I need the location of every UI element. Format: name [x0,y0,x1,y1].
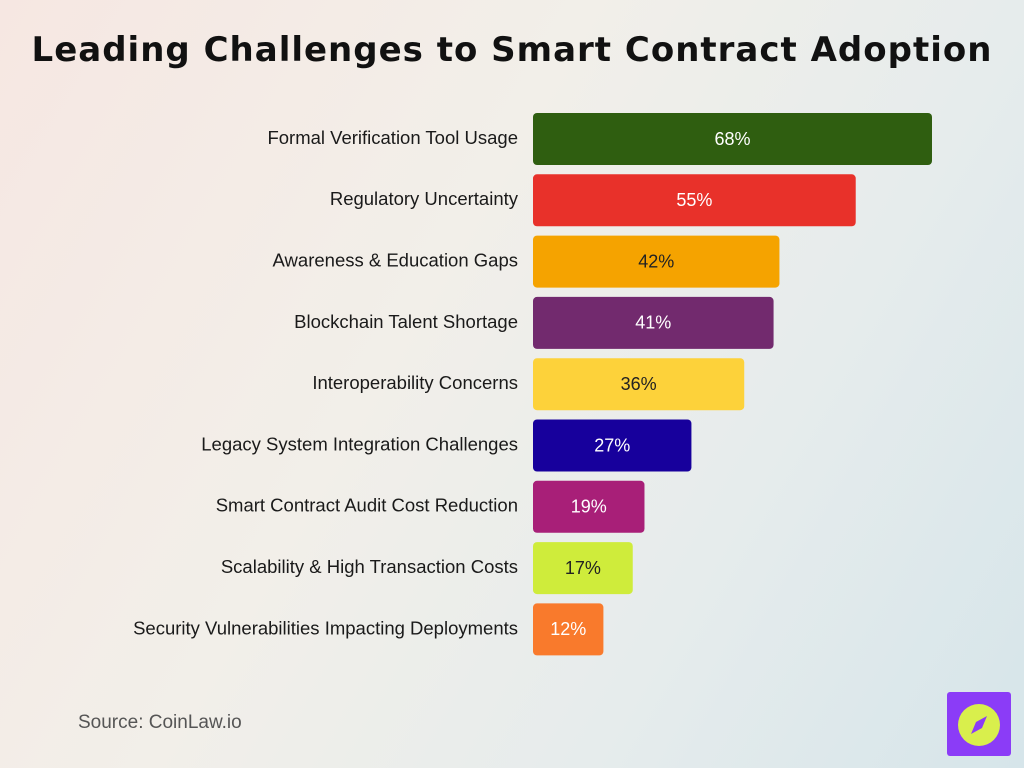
category-label: Formal Verification Tool Usage [267,127,518,148]
data-label: 42% [638,251,674,271]
bar [533,235,780,288]
compass-logo-icon [947,692,1011,756]
data-label: 12% [550,619,586,639]
bar [533,480,645,533]
bar [533,296,774,349]
bar [533,358,745,411]
category-label: Legacy System Integration Challenges [201,433,518,454]
category-label: Blockchain Talent Shortage [294,311,518,332]
bar [533,419,692,472]
category-label: Awareness & Education Gaps [273,249,518,270]
bar [533,603,604,656]
data-label: 68% [714,129,750,149]
category-label: Security Vulnerabilities Impacting Deplo… [133,617,518,638]
bar [533,174,856,227]
category-label: Regulatory Uncertainty [330,188,519,209]
data-label: 55% [676,190,712,210]
source-text: Source: CoinLaw.io [78,712,242,733]
data-label: 17% [565,558,601,578]
bar [533,113,932,165]
data-label: 41% [635,313,671,333]
category-label: Smart Contract Audit Cost Reduction [216,495,518,516]
data-label: 27% [594,435,630,455]
chart-title: Leading Challenges to Smart Contract Ado… [31,30,993,70]
category-label: Interoperability Concerns [312,372,518,393]
data-label: 19% [571,497,607,517]
category-label: Scalability & High Transaction Costs [221,556,518,577]
bar [533,542,633,595]
data-label: 36% [621,374,657,394]
